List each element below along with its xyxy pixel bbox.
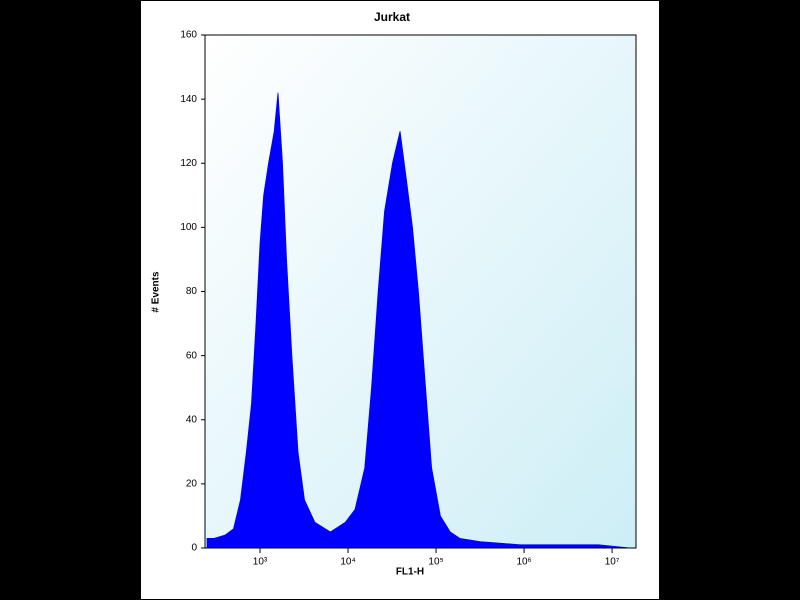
histogram-area [206, 92, 631, 549]
y-tick-label: 120 [180, 158, 197, 169]
x-tick-label: 10⁵ [428, 557, 443, 568]
y-tick-label: 40 [186, 414, 198, 425]
y-tick-label: 60 [186, 350, 198, 361]
plot-frame [204, 34, 637, 549]
y-tick-label: 80 [186, 286, 198, 297]
y-tick-label: 20 [186, 479, 198, 490]
y-tick-label: 160 [180, 30, 197, 41]
x-axis-label: FL1-H [396, 567, 424, 578]
x-tick-label: 10⁷ [605, 557, 620, 568]
y-tick-label: 0 [191, 543, 197, 554]
chart-title: Jurkat [374, 10, 410, 24]
y-tick-label: 140 [180, 94, 197, 105]
y-axis-label: # Events [151, 271, 162, 313]
x-tick-label: 10³ [253, 557, 268, 568]
x-tick-label: 10⁶ [516, 557, 531, 568]
y-tick-label: 100 [180, 222, 197, 233]
x-tick-label: 10⁴ [340, 557, 355, 568]
